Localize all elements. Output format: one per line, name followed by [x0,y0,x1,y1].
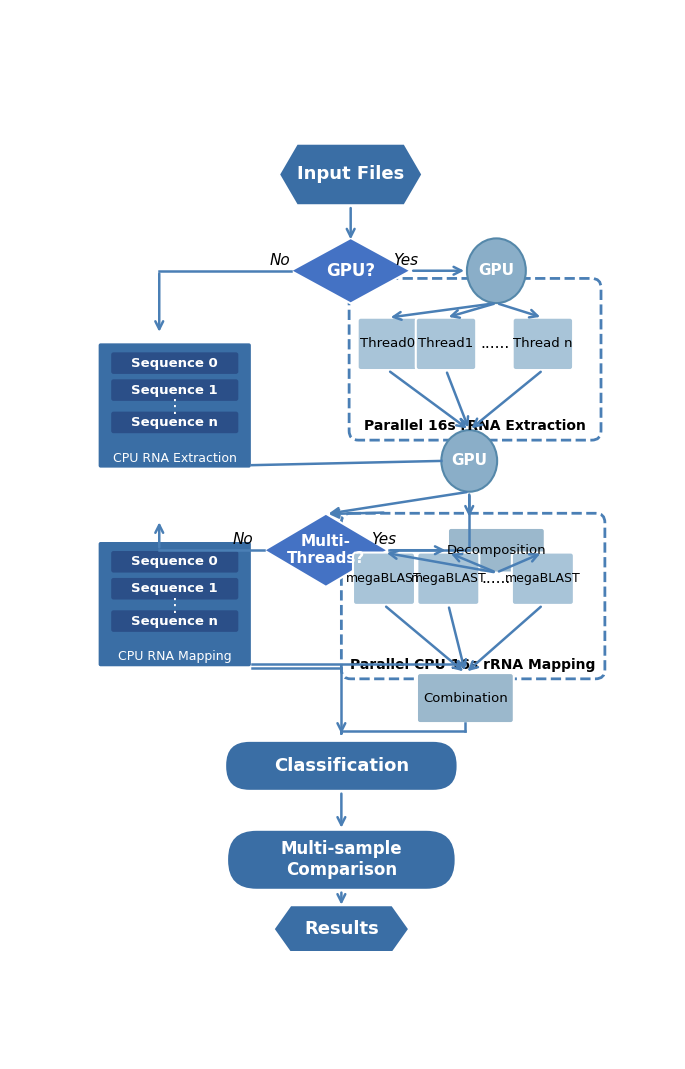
Text: Multi-sample
Comparison: Multi-sample Comparison [281,840,402,879]
Ellipse shape [441,430,497,492]
FancyBboxPatch shape [111,578,238,600]
FancyBboxPatch shape [417,553,479,605]
Text: Sequence 1: Sequence 1 [132,384,218,397]
Text: Thread1: Thread1 [419,338,473,351]
FancyBboxPatch shape [111,353,238,374]
FancyBboxPatch shape [512,553,574,605]
Text: Sequence n: Sequence n [132,416,219,429]
Text: CPU RNA Mapping: CPU RNA Mapping [118,650,232,664]
Text: Yes: Yes [393,252,419,267]
Text: GPU: GPU [451,453,487,468]
FancyBboxPatch shape [111,379,238,401]
Polygon shape [264,514,388,587]
Text: Thread0: Thread0 [360,338,415,351]
Text: Parallel 16s rRNA Extraction: Parallel 16s rRNA Extraction [364,419,586,433]
Text: megaBLAST: megaBLAST [505,572,581,585]
Text: Combination: Combination [423,692,508,704]
FancyBboxPatch shape [416,317,476,370]
Text: CPU RNA Extraction: CPU RNA Extraction [113,452,237,465]
Text: Multi-
Threads?: Multi- Threads? [287,534,365,567]
Text: megaBLAST: megaBLAST [410,572,486,585]
Polygon shape [273,905,409,952]
FancyBboxPatch shape [353,553,415,605]
Text: Thread n: Thread n [513,338,573,351]
Text: Yes: Yes [371,532,396,547]
FancyBboxPatch shape [225,741,458,791]
Text: GPU?: GPU? [326,262,375,280]
FancyBboxPatch shape [358,317,418,370]
FancyBboxPatch shape [448,528,545,573]
Text: Sequence n: Sequence n [132,615,219,628]
FancyBboxPatch shape [111,610,238,632]
Text: Classification: Classification [274,757,409,775]
Text: No: No [233,532,253,547]
Text: Input Files: Input Files [297,166,404,184]
Text: megaBLAST: megaBLAST [346,572,422,585]
Text: Decomposition: Decomposition [447,544,546,557]
Ellipse shape [467,238,526,304]
Text: Results: Results [304,920,379,939]
Text: ⋮: ⋮ [166,597,184,615]
Text: Parallel CPU 16s rRNA Mapping: Parallel CPU 16s rRNA Mapping [351,659,596,672]
FancyBboxPatch shape [97,342,252,469]
FancyBboxPatch shape [111,551,238,573]
FancyBboxPatch shape [97,541,252,668]
Polygon shape [279,143,423,205]
FancyBboxPatch shape [111,412,238,433]
Text: No: No [269,252,290,267]
Text: Sequence 1: Sequence 1 [132,583,218,595]
Text: GPU: GPU [478,263,514,278]
Text: ......: ...... [480,337,510,352]
Text: Sequence 0: Sequence 0 [132,357,218,370]
Text: Sequence 0: Sequence 0 [132,555,218,569]
FancyBboxPatch shape [417,673,514,723]
Text: ⋮: ⋮ [166,398,184,416]
FancyBboxPatch shape [512,317,573,370]
Text: ......: ...... [481,571,510,586]
Polygon shape [290,238,411,304]
FancyBboxPatch shape [227,830,456,889]
